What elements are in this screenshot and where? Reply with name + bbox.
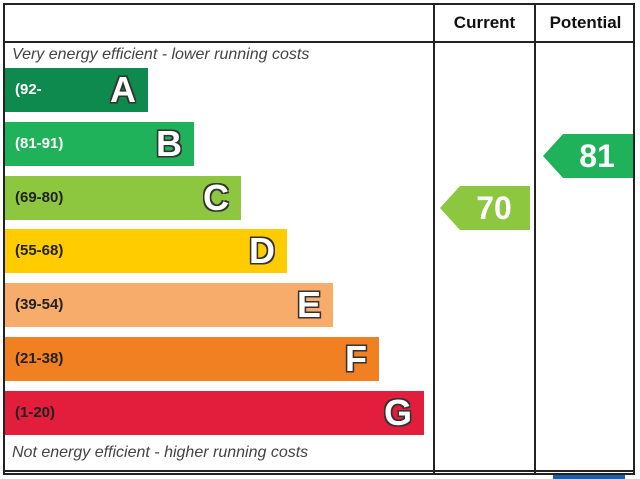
band-range-label: (1-20) xyxy=(15,404,56,421)
potential-rating-arrow: 81 xyxy=(543,134,633,178)
band-b: (81-91) B xyxy=(5,122,194,166)
current-column-header: Current xyxy=(453,13,516,32)
band-letter: D xyxy=(249,230,275,271)
band-d: (55-68) D xyxy=(5,229,287,273)
band-f: (21-38) F xyxy=(5,337,379,381)
band-range-label: (55-68) xyxy=(15,242,64,259)
band-range-label: (92- xyxy=(15,81,42,98)
current-column-divider xyxy=(433,3,435,475)
band-letter: B xyxy=(156,123,182,164)
band-letter: A xyxy=(110,69,136,110)
band-letter: E xyxy=(296,284,321,325)
bottom-caption: Not energy efficient - higher running co… xyxy=(12,444,309,461)
bottom-blue-stub xyxy=(553,475,625,479)
potential-column-header: Potential xyxy=(549,13,622,32)
band-range-label: (21-38) xyxy=(15,350,64,367)
potential-column-divider xyxy=(534,3,536,475)
header-divider xyxy=(3,41,635,43)
band-letter: G xyxy=(383,392,412,433)
band-letter: F xyxy=(345,338,367,379)
band-letter: C xyxy=(203,177,229,218)
band-range-label: (81-91) xyxy=(15,135,64,152)
top-caption: Very energy efficient - lower running co… xyxy=(12,46,310,63)
chart-frame xyxy=(3,3,635,475)
band-e: (39-54) E xyxy=(5,283,333,327)
band-g: (1-20) G xyxy=(5,391,424,435)
band-a: (92- A xyxy=(5,68,148,112)
band-range-label: (39-54) xyxy=(15,296,64,313)
band-c: (69-80) C xyxy=(5,176,241,220)
bottom-divider xyxy=(3,470,635,472)
current-rating-arrow: 70 xyxy=(440,186,530,230)
band-range-label: (69-80) xyxy=(15,189,64,206)
